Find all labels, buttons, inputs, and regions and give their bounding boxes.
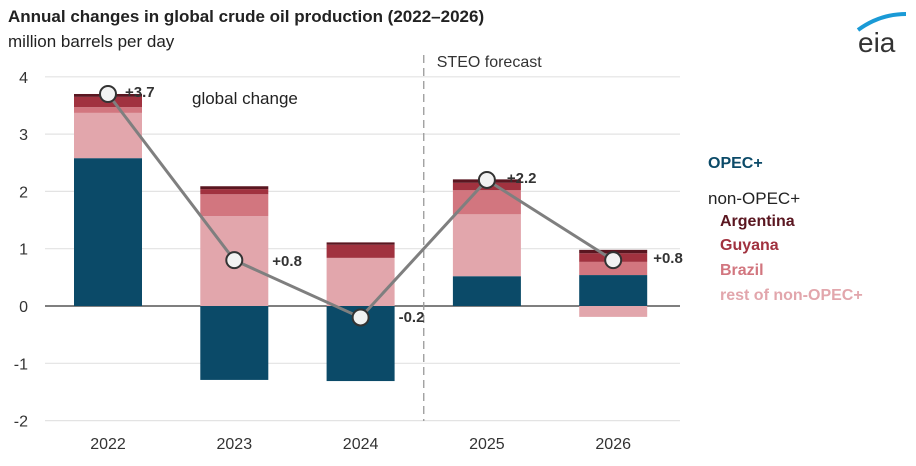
bar-rest-of-non-opec--2022 [74,112,142,159]
bar-brazil-2023 [200,194,269,217]
bar-guyana-2024 [326,244,395,258]
x-tick-label: 2023 [217,436,253,453]
bar-rest-of-non-opec--2024 [326,257,395,306]
logo-swoosh [856,12,907,32]
logo-text: eia [858,27,896,58]
x-tick-label: 2025 [469,436,505,453]
global-change-label: -0.2 [399,309,425,326]
global-change-point [225,251,244,270]
legend-brazil: Brazil [720,262,764,279]
bar-brazil-2022 [74,107,142,113]
y-tick-label: 3 [19,127,28,144]
forecast-label: STEO forecast [437,54,542,71]
y-tick-label: -1 [14,356,28,373]
bar-opec--2023 [200,306,269,380]
global-change-point [604,251,623,270]
global-change-label: +2.2 [507,170,537,187]
bar-opec--2022 [74,158,142,306]
x-tick-label: 2022 [90,436,126,453]
x-tick-label: 2026 [595,436,631,453]
global-change-point [99,84,117,103]
bar-rest-of-non-opec--2025 [452,214,521,277]
bar-guyana-2023 [200,189,269,195]
global-change-point [351,308,370,327]
y-tick-label: 4 [19,70,28,87]
global-change-label: +0.8 [272,253,302,270]
global-change-label: +0.8 [653,250,683,267]
bar-rest-of-non-opec--2026 [579,306,648,317]
bar-argentina-2024 [326,242,395,245]
legend-guyana: Guyana [720,237,779,254]
legend-opec-plus: OPEC+ [708,155,763,172]
legend-argentina: Argentina [720,213,795,230]
y-tick-label: 0 [19,299,28,316]
legend-rest-of-non-opec-: rest of non-OPEC+ [720,287,863,304]
eia-logo: eia [856,12,907,58]
chart-title: Annual changes in global crude oil produ… [8,7,484,26]
y-tick-label: 2 [19,184,28,201]
global-change-annotation: global change [192,89,298,108]
bar-opec--2026 [579,275,648,306]
global-change-label: +3.7 [125,84,155,101]
y-tick-label: -2 [14,414,28,431]
legend-non-opec-plus: non-OPEC+ [708,189,800,208]
y-axis-label: million barrels per day [8,32,175,51]
bar-opec--2025 [452,276,521,306]
global-change-point [477,170,496,189]
bar-argentina-2023 [200,186,269,190]
x-tick-label: 2024 [343,436,379,453]
y-tick-label: 1 [19,242,28,259]
